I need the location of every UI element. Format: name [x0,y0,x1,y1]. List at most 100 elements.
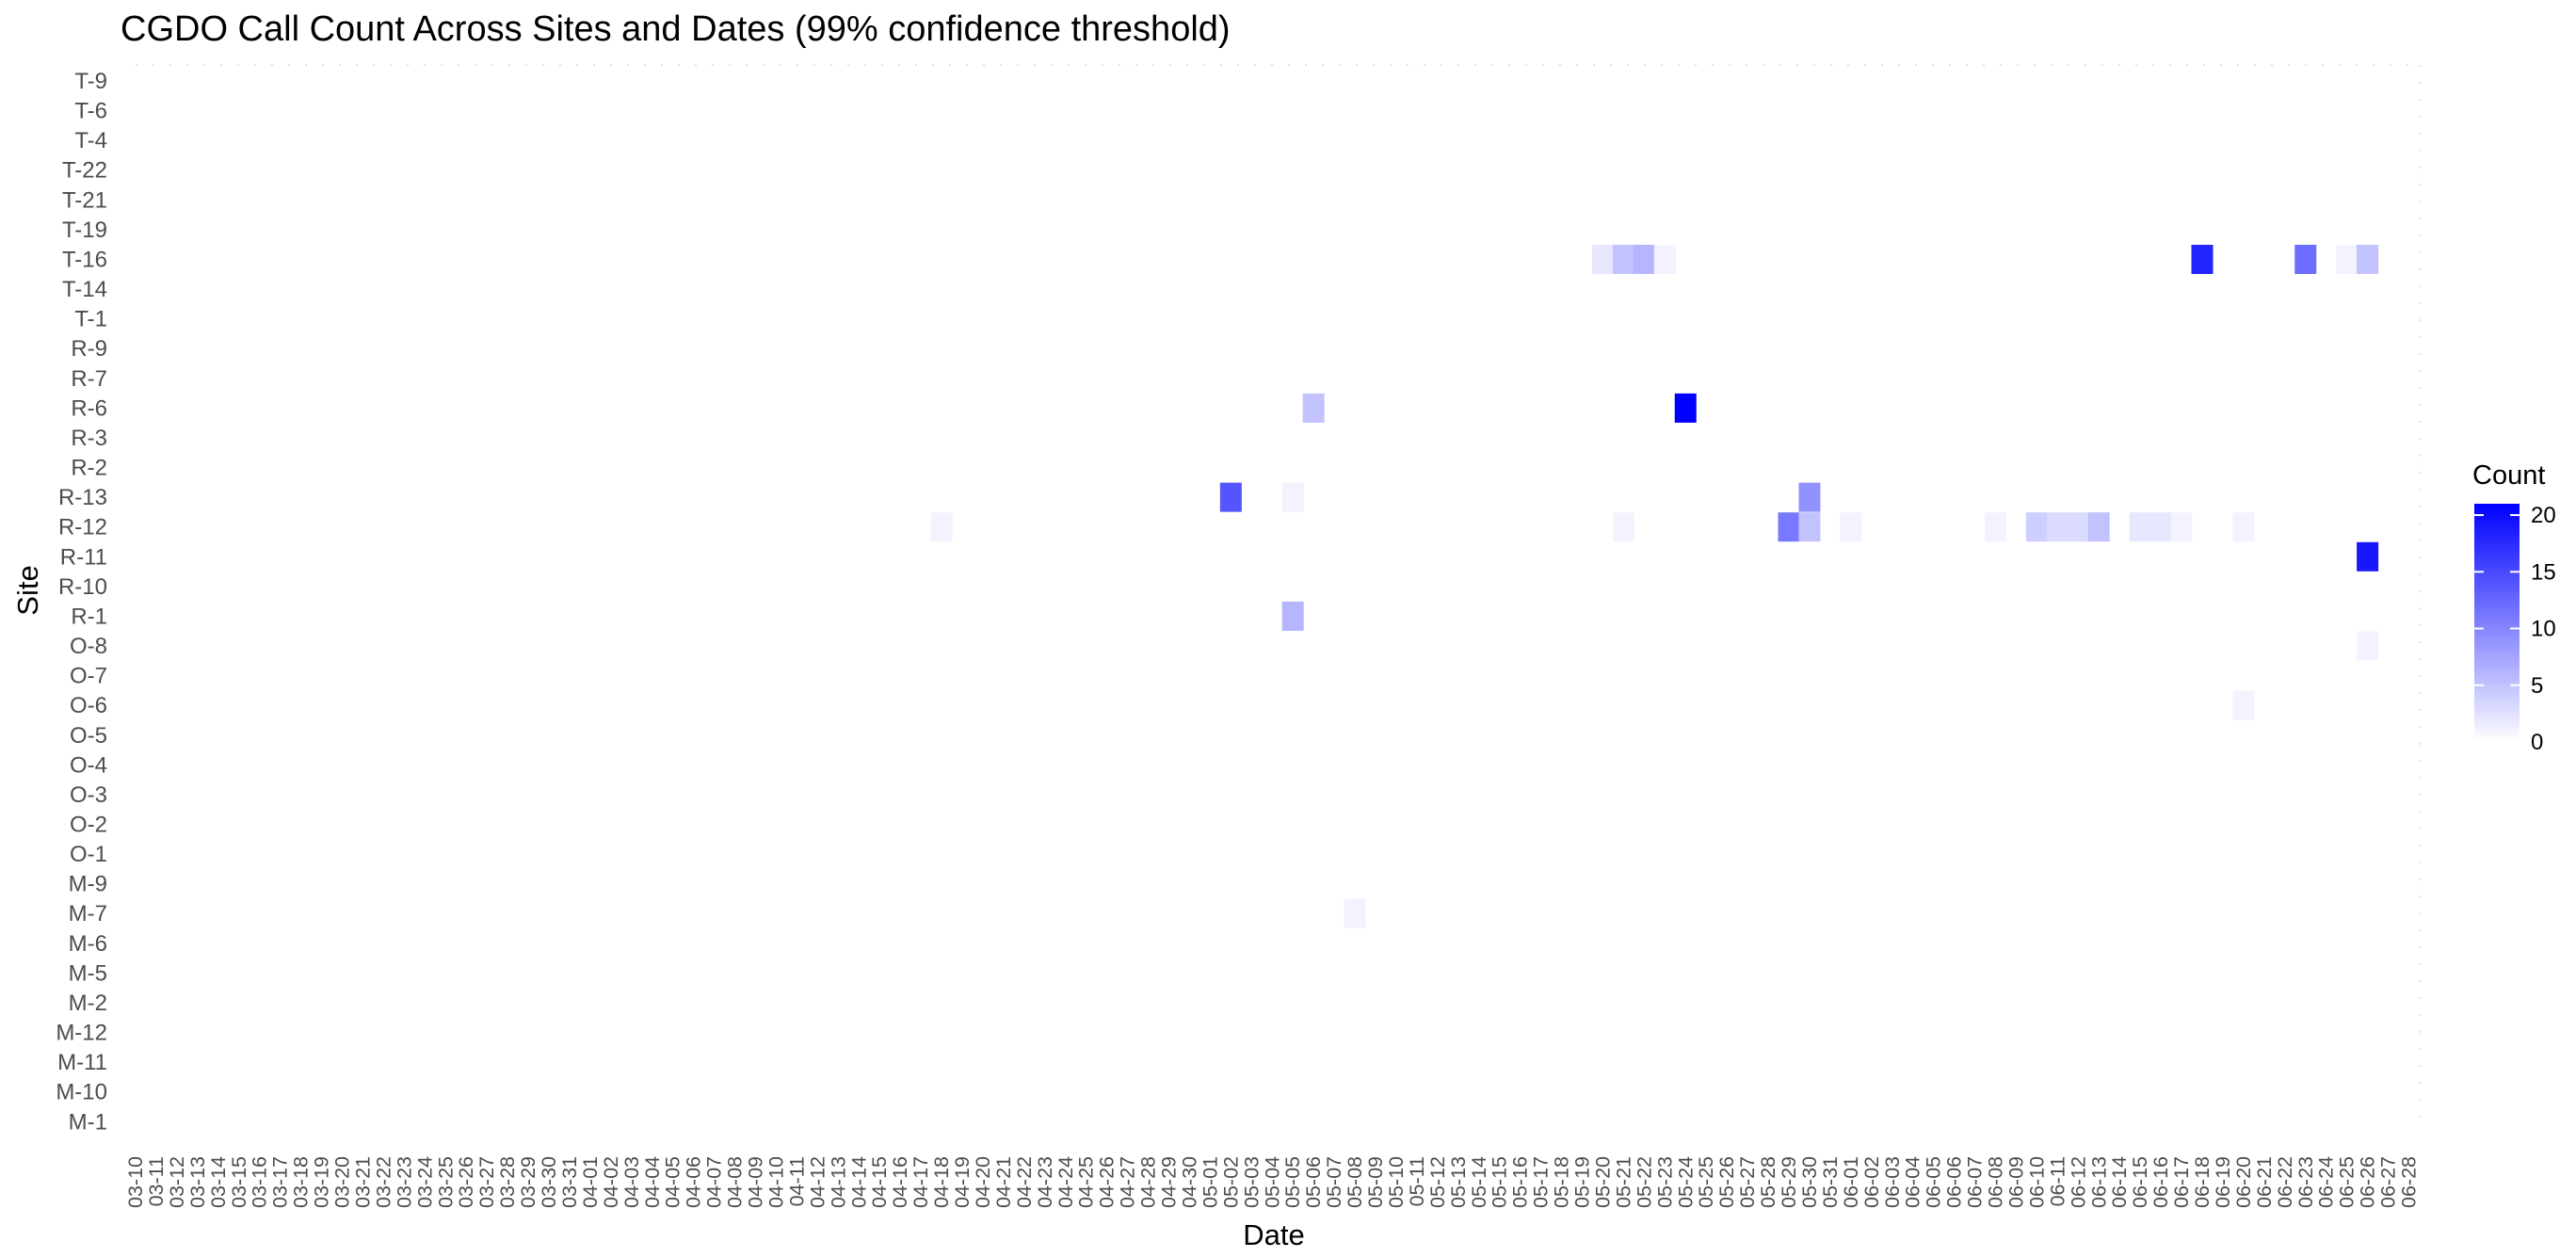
x-tick-label: 03-12 [166,1156,188,1208]
x-tick-label: 04-18 [930,1156,953,1208]
y-tick-label: M-6 [69,931,107,957]
y-tick-label: R-10 [58,574,107,600]
heatmap-cell [2149,512,2172,542]
x-tick-label: 05-11 [1406,1156,1428,1206]
y-tick-label: T-19 [62,218,107,243]
legend-tick-label: 10 [2531,617,2556,642]
y-tick-label: T-4 [74,128,107,153]
y-axis-title: Site [11,565,44,615]
x-tick-label: 03-23 [393,1156,415,1208]
y-tick-label: R-11 [60,544,107,570]
x-tick-label: 04-17 [910,1156,932,1208]
x-tick-label: 06-22 [2274,1156,2296,1208]
x-tick-label: 04-14 [847,1156,870,1208]
y-tick-label: M-7 [69,901,107,927]
legend-tick-label: 15 [2531,559,2556,585]
legend-tick-label: 0 [2531,730,2543,755]
x-tick-label: 05-14 [1468,1156,1490,1208]
x-tick-label: 04-22 [1013,1156,1036,1208]
x-tick-label: 05-08 [1344,1156,1366,1208]
x-tick-label: 05-13 [1447,1156,1470,1208]
y-tick-label: M-5 [69,960,107,986]
y-tick-label: O-3 [70,782,107,808]
x-tick-label: 06-18 [2191,1156,2214,1208]
heatmap-cell [1219,482,1242,512]
x-tick-label: 05-24 [1674,1156,1697,1208]
heatmap-cell [1653,244,1676,274]
x-tick-label: 04-25 [1075,1156,1098,1208]
x-tick-label: 04-30 [1178,1156,1200,1208]
x-tick-label: 06-14 [2108,1156,2131,1208]
legend-color-bar [2474,504,2520,742]
y-tick-label: O-4 [70,752,107,778]
x-tick-label: 03-10 [124,1156,147,1208]
x-tick-label: 06-21 [2253,1156,2276,1208]
y-tick-label: R-1 [71,604,107,629]
heatmap-cells [930,244,2379,928]
x-tick-label: 06-13 [2087,1156,2110,1208]
x-tick-label: 06-25 [2336,1156,2359,1208]
x-tick-label: 05-29 [1778,1156,1800,1208]
x-tick-label: 03-28 [496,1156,519,1208]
heatmap-cell [2067,512,2089,542]
heatmap-cell [1798,512,1821,542]
y-tick-label: R-6 [71,395,107,421]
x-tick-label: 03-17 [269,1156,292,1208]
x-tick-label: 04-12 [806,1156,829,1208]
y-tick-label: T-16 [62,247,107,272]
y-tick-label: O-1 [70,842,107,867]
heatmap-cell [1612,512,1634,542]
x-tick-label: 04-23 [1034,1156,1056,1208]
x-tick-label: 03-18 [290,1156,313,1208]
x-tick-label: 03-22 [372,1156,394,1208]
y-tick-label: T-22 [62,158,107,184]
heatmap-cell [2357,631,2379,661]
x-tick-label: 03-16 [249,1156,271,1208]
x-tick-label: 04-01 [579,1156,602,1208]
x-tick-label: 06-08 [1985,1156,2007,1208]
y-tick-label: O-7 [70,664,107,689]
x-tick-label: 06-03 [1881,1156,1904,1208]
x-tick-label: 05-19 [1571,1156,1594,1208]
x-tick-label: 06-24 [2315,1156,2338,1208]
x-tick-label: 03-21 [351,1156,374,1208]
y-tick-label: R-2 [71,456,107,481]
y-tick-label: O-6 [70,693,107,718]
x-tick-label: 05-31 [1819,1156,1842,1208]
x-tick-label: 03-14 [207,1156,230,1208]
x-tick-label: 06-23 [2294,1156,2317,1208]
legend-tick-label: 20 [2531,503,2556,528]
heatmap-cell [1591,244,1614,274]
x-tick-label: 06-15 [2129,1156,2151,1208]
x-tick-label: 03-31 [558,1156,581,1208]
x-tick-label: 06-27 [2377,1156,2400,1208]
x-tick-label: 04-13 [827,1156,849,1208]
heatmap-cell [2087,512,2110,542]
x-axis-title: Date [1243,1218,1304,1251]
x-tick-label: 04-05 [662,1156,684,1208]
legend-ticks: 0 5 10 15 20 [2474,503,2556,755]
x-tick-label: 05-25 [1695,1156,1717,1208]
x-tick-label: 06-28 [2398,1156,2421,1208]
heatmap-cell [1302,393,1325,423]
x-tick-label: 05-06 [1302,1156,1325,1208]
x-tick-label: 05-02 [1219,1156,1242,1208]
x-tick-label: 06-09 [2004,1156,2027,1208]
x-tick-label: 04-02 [600,1156,622,1208]
y-tick-label: R-3 [71,426,107,451]
heatmap-cell [2336,244,2359,274]
x-tick-label: 05-15 [1489,1156,1511,1208]
y-tick-label: M-9 [69,872,107,897]
heatmap-cell [1674,393,1697,423]
x-tick-label: 06-07 [1964,1156,1987,1208]
y-tick-label: T-14 [62,277,107,302]
y-tick-label: O-5 [70,723,107,749]
heatmap-cell [1344,898,1366,928]
heatmap-cell [1798,482,1821,512]
x-tick-label: 05-17 [1530,1156,1553,1208]
x-tick-label: 04-08 [724,1156,747,1208]
y-tick-label: T-1 [74,307,107,332]
x-tick-label: 06-10 [2025,1156,2048,1208]
x-tick-label: 06-01 [1840,1156,1862,1208]
